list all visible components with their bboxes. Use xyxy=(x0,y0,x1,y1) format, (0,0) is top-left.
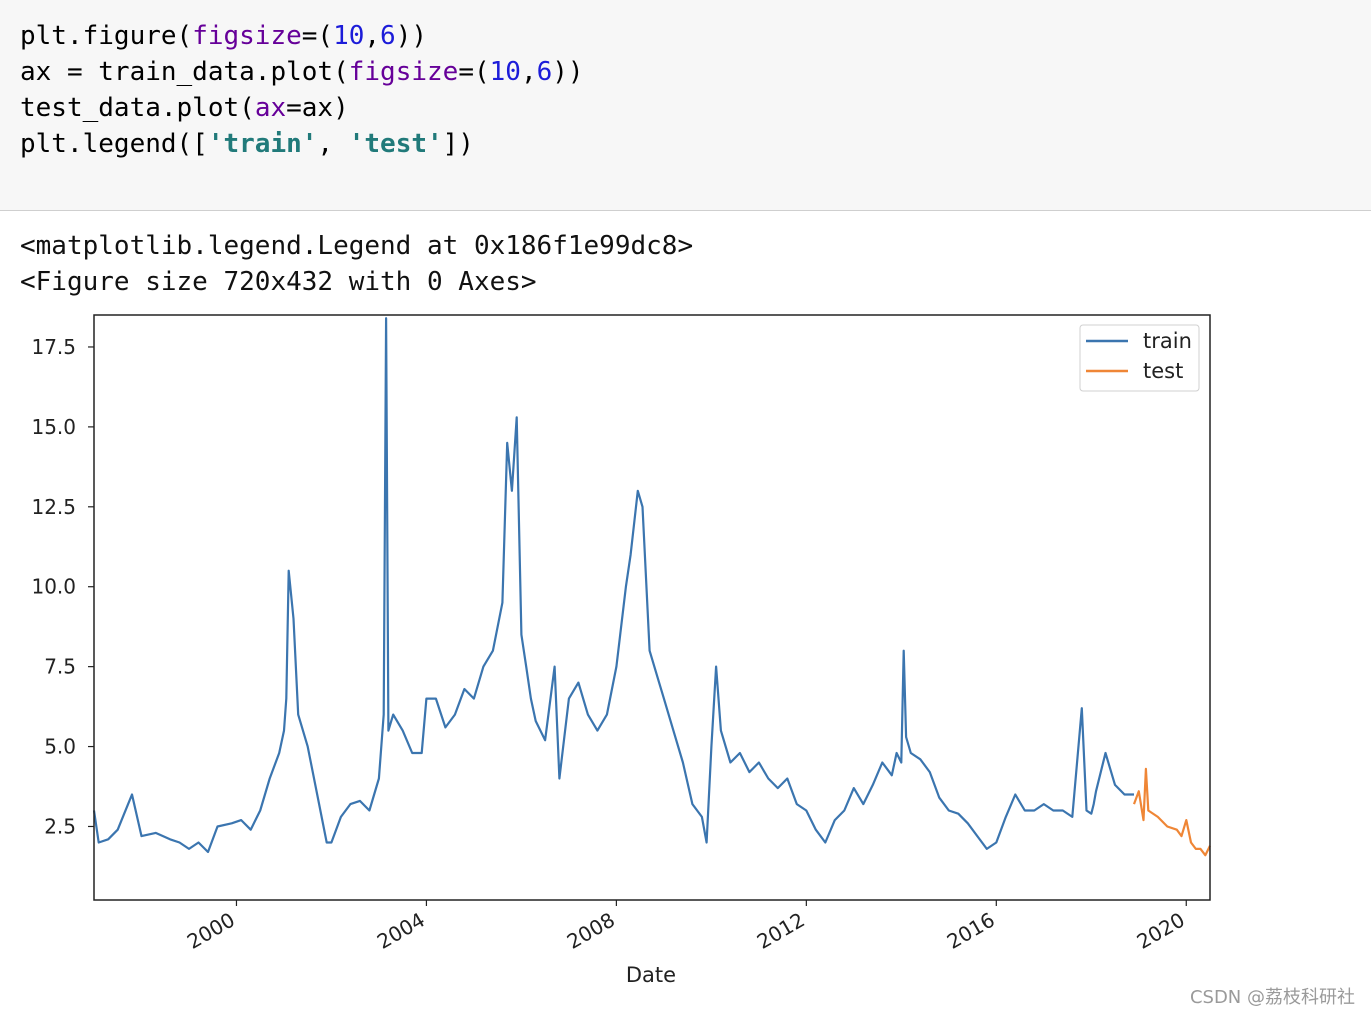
x-tick-label: 2020 xyxy=(1133,908,1189,954)
output-line-legend: <matplotlib.legend.Legend at 0x186f1e99d… xyxy=(20,231,694,261)
x-axis-label: Date xyxy=(626,963,676,987)
x-tick-label: 2008 xyxy=(563,908,619,954)
y-tick-label: 12.5 xyxy=(31,495,76,519)
axes-frame xyxy=(93,314,1211,901)
legend-label-train: train xyxy=(1143,329,1192,353)
y-tick-label: 7.5 xyxy=(44,655,76,679)
y-tick-label: 5.0 xyxy=(44,735,76,759)
legend-label-test: test xyxy=(1143,359,1183,383)
series-line-train xyxy=(92,317,1134,854)
legend: train test xyxy=(1079,324,1200,392)
y-tick-label: 2.5 xyxy=(44,814,76,838)
y-tick-label: 15.0 xyxy=(31,415,76,439)
code-line-2: ax = train_data.plot(figsize=(10,6)) xyxy=(20,57,584,87)
code-line-4: plt.legend(['train', 'test']) xyxy=(20,129,474,159)
y-axis: 2.5 5.0 7.5 10.0 12.5 15.0 17.5 xyxy=(31,335,94,838)
x-axis: 2000 2004 2008 2012 2016 2020 xyxy=(183,900,1189,954)
x-tick-label: 2012 xyxy=(753,908,809,954)
line-chart: 2.55.07.510.012.515.017.5 2000 2004 2008 20… xyxy=(31,314,1211,987)
code-line-1: plt.figure(figsize=(10,6)) xyxy=(20,21,428,51)
y-tick-label: 10.0 xyxy=(31,575,76,599)
code-cell[interactable]: plt.figure(figsize=(10,6)) ax = train_da… xyxy=(0,0,1371,211)
output-line-figure: <Figure size 720x432 with 0 Axes> xyxy=(20,267,537,297)
y-tick-label: 17.5 xyxy=(31,335,76,359)
plot-area xyxy=(92,317,1211,857)
watermark: CSDN @荔枝科研社 xyxy=(1189,987,1355,1008)
x-tick-label: 2000 xyxy=(183,908,239,954)
x-tick-label: 2004 xyxy=(373,908,429,954)
x-tick-label: 2016 xyxy=(943,908,999,954)
series-line-test xyxy=(1132,767,1211,857)
code-line-3: test_data.plot(ax=ax) xyxy=(20,93,349,123)
